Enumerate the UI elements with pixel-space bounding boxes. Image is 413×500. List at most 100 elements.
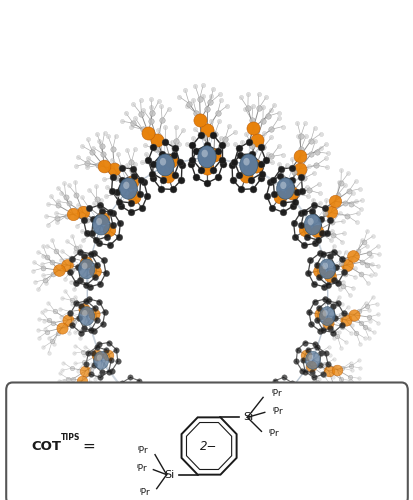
Point <box>280 381 286 389</box>
Point <box>256 450 262 458</box>
Point <box>190 438 197 446</box>
Point <box>234 432 241 440</box>
Point <box>99 207 105 215</box>
Point <box>313 343 320 351</box>
Point <box>316 348 323 356</box>
Point <box>145 423 151 431</box>
Point <box>336 209 342 217</box>
Point <box>315 375 322 383</box>
Point <box>302 183 309 191</box>
Point <box>258 440 264 448</box>
Point <box>323 208 330 216</box>
Point <box>97 280 103 288</box>
Point <box>287 176 294 184</box>
Point <box>191 125 197 133</box>
Point <box>260 430 267 438</box>
Circle shape <box>305 352 319 370</box>
Point <box>193 110 199 118</box>
Point <box>199 92 206 100</box>
Point <box>189 134 196 142</box>
Point <box>279 208 286 216</box>
Point <box>266 178 273 186</box>
Point <box>31 258 37 266</box>
Point <box>93 343 100 351</box>
Point <box>278 450 284 458</box>
Point <box>341 199 348 207</box>
Point <box>68 254 74 262</box>
Point <box>301 338 308 346</box>
Point <box>214 467 220 475</box>
Point <box>91 375 98 383</box>
Point <box>307 150 313 158</box>
Point <box>144 418 150 426</box>
Point <box>305 162 311 170</box>
Point <box>317 144 323 152</box>
Point <box>165 105 172 113</box>
Point <box>185 100 192 108</box>
Point <box>171 170 178 178</box>
Point <box>138 158 145 166</box>
Point <box>161 434 168 442</box>
Point <box>245 138 252 146</box>
Point <box>81 252 87 260</box>
Circle shape <box>304 214 320 235</box>
Point <box>40 272 46 280</box>
Point <box>69 375 76 383</box>
Point <box>328 302 335 310</box>
Point <box>170 150 177 158</box>
Point <box>325 380 332 388</box>
Point <box>97 196 104 203</box>
Circle shape <box>93 214 109 235</box>
Point <box>94 161 101 169</box>
Point <box>203 179 210 187</box>
Point <box>351 177 358 185</box>
Point <box>36 334 42 342</box>
Point <box>252 428 259 436</box>
Point <box>101 441 108 449</box>
Point <box>275 456 281 464</box>
Point <box>55 329 61 337</box>
Circle shape <box>158 412 172 428</box>
Point <box>100 422 107 430</box>
Point <box>59 294 65 302</box>
Point <box>302 352 309 360</box>
Point <box>90 218 97 226</box>
Point <box>254 456 261 464</box>
Point <box>337 390 344 398</box>
Point <box>145 458 152 466</box>
Point <box>132 114 138 122</box>
Point <box>64 261 70 269</box>
Point <box>111 165 117 173</box>
Point <box>195 428 202 436</box>
Point <box>112 434 119 442</box>
Point <box>49 236 55 244</box>
Point <box>156 415 163 423</box>
Point <box>339 278 346 285</box>
Point <box>71 248 78 256</box>
Point <box>242 459 249 467</box>
Point <box>64 212 70 220</box>
Point <box>294 132 301 140</box>
Point <box>254 430 260 438</box>
Point <box>128 158 134 166</box>
Point <box>225 122 232 130</box>
Point <box>349 252 356 260</box>
Point <box>78 194 85 202</box>
Point <box>49 338 55 345</box>
Point <box>73 190 79 198</box>
Point <box>370 328 376 336</box>
Point <box>252 162 259 170</box>
Text: ⁱPr: ⁱPr <box>271 389 281 398</box>
Point <box>152 416 159 424</box>
Point <box>158 152 164 160</box>
Point <box>317 215 323 223</box>
Point <box>62 287 69 295</box>
Point <box>236 150 243 158</box>
Point <box>78 228 85 235</box>
Point <box>90 144 96 152</box>
Point <box>90 350 96 358</box>
Point <box>156 435 162 443</box>
Point <box>172 144 178 152</box>
Point <box>240 434 247 442</box>
Point <box>72 342 78 349</box>
